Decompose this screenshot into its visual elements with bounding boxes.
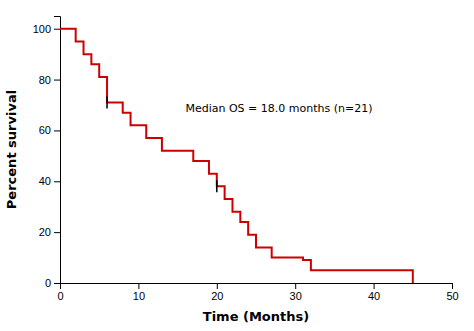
x-tick-mark <box>295 283 296 289</box>
x-tick-label: 40 <box>368 290 380 302</box>
y-tick-label: 100 <box>33 23 51 35</box>
x-tick: 40 <box>368 283 380 302</box>
y-tick: 80 <box>39 74 60 86</box>
y-tick-label: 80 <box>39 74 51 86</box>
y-tick-label: 60 <box>39 124 51 136</box>
x-tick-mark <box>217 283 218 289</box>
x-axis: 0 10 20 30 40 50 <box>57 283 458 302</box>
chart: 0 10 20 30 40 50 0 20 40 60 80 100 Median OS = 18.0 … <box>0 0 474 331</box>
y-tick-mark <box>54 130 60 131</box>
y-tick-mark <box>54 29 60 30</box>
x-tick: 10 <box>133 283 145 302</box>
y-tick: 0 <box>45 277 60 289</box>
y-tick: 20 <box>39 226 60 238</box>
x-tick-mark <box>138 283 139 289</box>
x-tick-label: 30 <box>290 290 302 302</box>
y-tick-mark <box>54 181 60 182</box>
y-tick: 40 <box>39 175 60 187</box>
censor-mark <box>216 180 218 192</box>
x-tick-label: 0 <box>57 290 63 302</box>
x-tick-label: 50 <box>446 290 458 302</box>
y-tick: 100 <box>33 23 60 35</box>
survival-line <box>60 29 413 283</box>
plot: 0 10 20 30 40 50 0 20 40 60 80 100 Median OS = 18.0 … <box>33 17 459 302</box>
x-tick-label: 10 <box>133 290 145 302</box>
x-tick-mark <box>452 283 453 289</box>
y-axis-line <box>54 17 61 284</box>
x-axis-line <box>61 284 453 290</box>
x-tick-label: 20 <box>211 290 223 302</box>
x-tick: 20 <box>211 283 223 302</box>
x-tick: 0 <box>57 283 63 302</box>
y-tick-label: 20 <box>39 226 51 238</box>
y-axis: 0 20 40 60 80 100 <box>33 17 61 290</box>
x-tick: 30 <box>290 283 302 302</box>
x-axis-title: Time (Months) <box>203 309 309 324</box>
y-tick-mark <box>54 283 60 284</box>
x-tick: 50 <box>446 283 458 302</box>
marks <box>60 29 413 283</box>
censor-mark <box>106 96 108 108</box>
y-tick-mark <box>54 232 60 233</box>
y-tick: 60 <box>39 124 60 136</box>
x-tick-mark <box>374 283 375 289</box>
y-tick-label: 40 <box>39 175 51 187</box>
y-tick-mark <box>54 80 60 81</box>
y-axis-title: Percent survival <box>4 90 19 209</box>
annotation: Median OS = 18.0 months (n=21) <box>185 102 372 115</box>
y-tick-label: 0 <box>45 277 51 289</box>
